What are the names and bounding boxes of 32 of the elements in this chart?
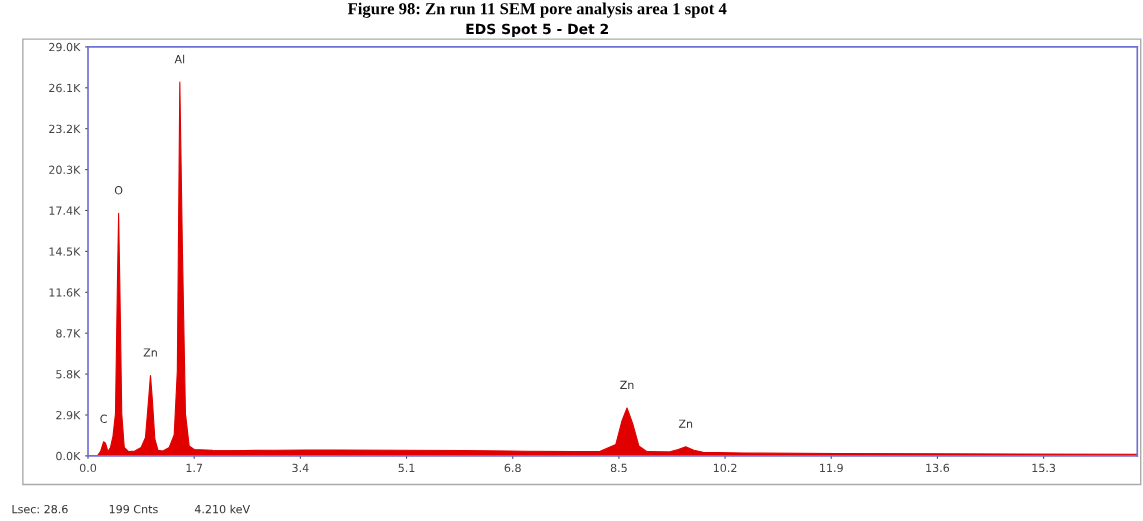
x-tick-label: 13.6	[926, 463, 950, 473]
y-tick-label: 23.2K	[49, 124, 81, 134]
y-tick-label: 8.7K	[56, 329, 81, 338]
text: 4.210 keV	[194, 504, 251, 514]
y-tick-label: 2.9K	[56, 410, 81, 420]
x-tick-label: 15.3	[1032, 463, 1056, 473]
y-tick-label: 5.8K	[56, 370, 81, 379]
annotation: C	[100, 414, 107, 423]
text: Lsec: 28.6	[12, 504, 68, 514]
y-tick-label: 0.0K	[56, 451, 81, 461]
chart-title: Figure 98: Zn run 11 SEM pore analysis area 1 spot 4	[347, 2, 727, 18]
chart-subtitle: EDS Spot 5 - Det 2	[466, 23, 609, 37]
x-tick-label: 3.4	[292, 463, 309, 473]
annotation: Zn	[620, 380, 634, 389]
annotation: O	[114, 186, 123, 195]
x-tick-label: 8.5	[610, 463, 627, 473]
y-tick-label: 17.4K	[49, 206, 81, 215]
annotation: Zn	[143, 348, 157, 357]
y-tick-label: 14.5K	[49, 247, 81, 256]
x-tick-label: 11.9	[820, 463, 843, 473]
y-tick-label: 20.3K	[49, 165, 81, 174]
annotation: Al	[174, 54, 185, 64]
x-tick-label: 5.1	[398, 463, 415, 473]
annotation: Zn	[678, 419, 693, 428]
y-tick-label: 29.0K	[49, 42, 81, 52]
x-tick-label: 10.2	[713, 463, 737, 473]
x-tick-label: 6.8	[504, 463, 521, 473]
x-tick-label: 0.0	[79, 463, 97, 473]
text: 199 Cnts	[109, 504, 158, 514]
y-tick-label: 11.6K	[49, 288, 81, 297]
y-tick-label: 26.1K	[49, 83, 81, 93]
x-tick-label: 1.7	[186, 463, 203, 472]
